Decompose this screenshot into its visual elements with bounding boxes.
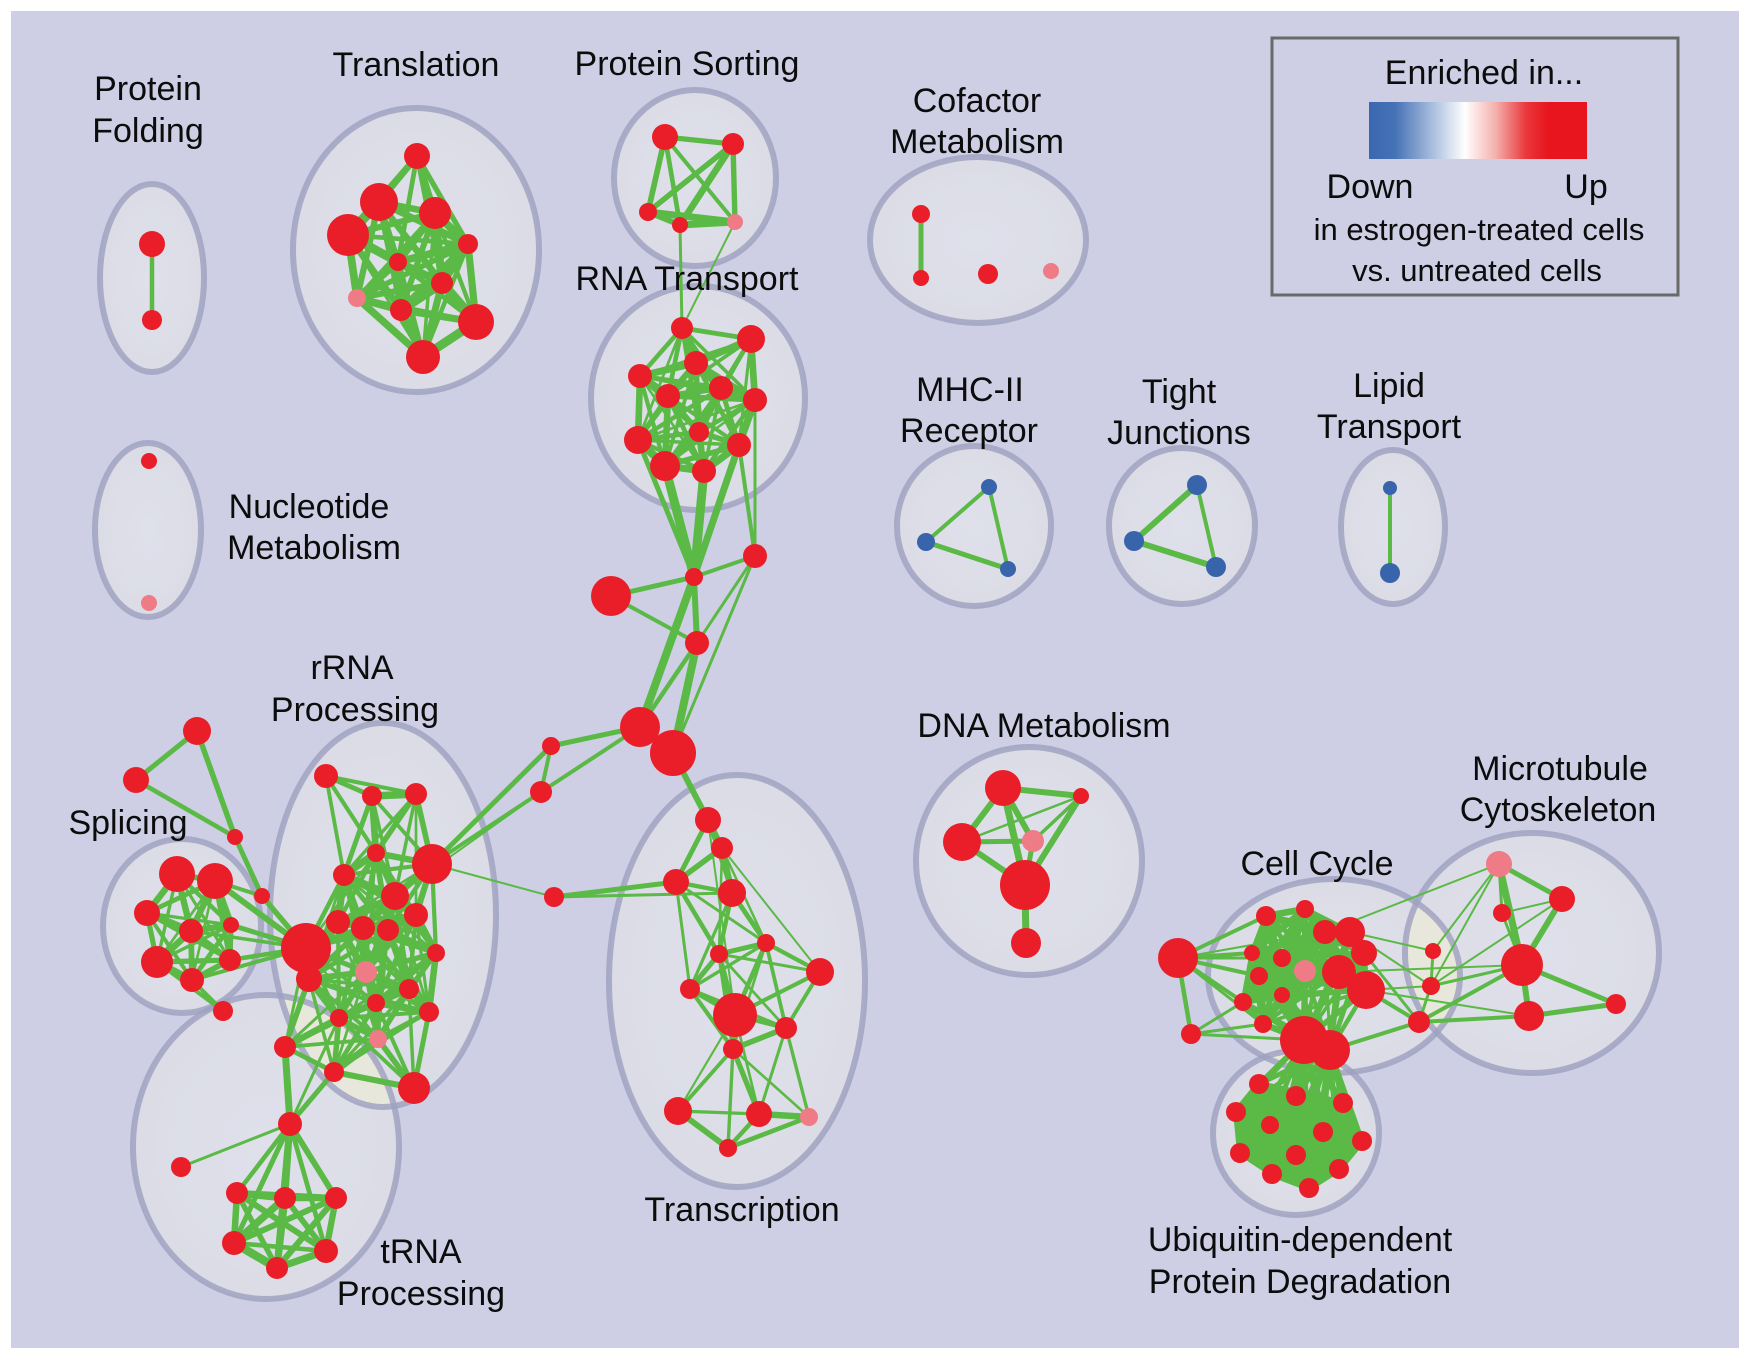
- svg-text:Down: Down: [1327, 168, 1414, 206]
- svg-text:Protein Degradation: Protein Degradation: [1149, 1263, 1451, 1301]
- svg-text:Protein Sorting: Protein Sorting: [575, 45, 800, 83]
- svg-text:tRNA: tRNA: [380, 1233, 462, 1271]
- svg-text:Up: Up: [1564, 168, 1607, 206]
- svg-text:in estrogen-treated cells: in estrogen-treated cells: [1314, 212, 1645, 247]
- svg-text:rRNA: rRNA: [310, 649, 393, 687]
- svg-text:Receptor: Receptor: [900, 412, 1038, 450]
- svg-text:Metabolism: Metabolism: [890, 123, 1064, 161]
- svg-text:Transport: Transport: [1317, 408, 1462, 446]
- svg-text:Junctions: Junctions: [1107, 414, 1251, 452]
- svg-text:Processing: Processing: [271, 691, 439, 729]
- svg-text:Cytoskeleton: Cytoskeleton: [1460, 791, 1657, 829]
- svg-text:Protein: Protein: [94, 70, 202, 108]
- svg-text:vs. untreated cells: vs. untreated cells: [1352, 253, 1602, 288]
- svg-text:Cofactor: Cofactor: [913, 82, 1042, 120]
- svg-text:DNA Metabolism: DNA Metabolism: [917, 707, 1170, 745]
- svg-text:RNA Transport: RNA Transport: [576, 260, 800, 298]
- svg-text:Ubiquitin-dependent: Ubiquitin-dependent: [1148, 1221, 1453, 1259]
- svg-text:Tight: Tight: [1142, 373, 1217, 411]
- svg-text:Transcription: Transcription: [644, 1191, 839, 1229]
- svg-text:Cell Cycle: Cell Cycle: [1240, 845, 1393, 883]
- svg-text:Enriched in...: Enriched in...: [1385, 54, 1583, 92]
- svg-text:Nucleotide: Nucleotide: [229, 488, 390, 526]
- svg-text:MHC-II: MHC-II: [916, 371, 1024, 409]
- svg-text:Folding: Folding: [92, 112, 204, 150]
- svg-text:Translation: Translation: [333, 46, 500, 84]
- svg-text:Processing: Processing: [337, 1275, 505, 1313]
- svg-text:Lipid: Lipid: [1353, 367, 1425, 405]
- svg-text:Metabolism: Metabolism: [227, 529, 401, 567]
- svg-text:Splicing: Splicing: [68, 804, 187, 842]
- svg-text:Microtubule: Microtubule: [1472, 750, 1648, 788]
